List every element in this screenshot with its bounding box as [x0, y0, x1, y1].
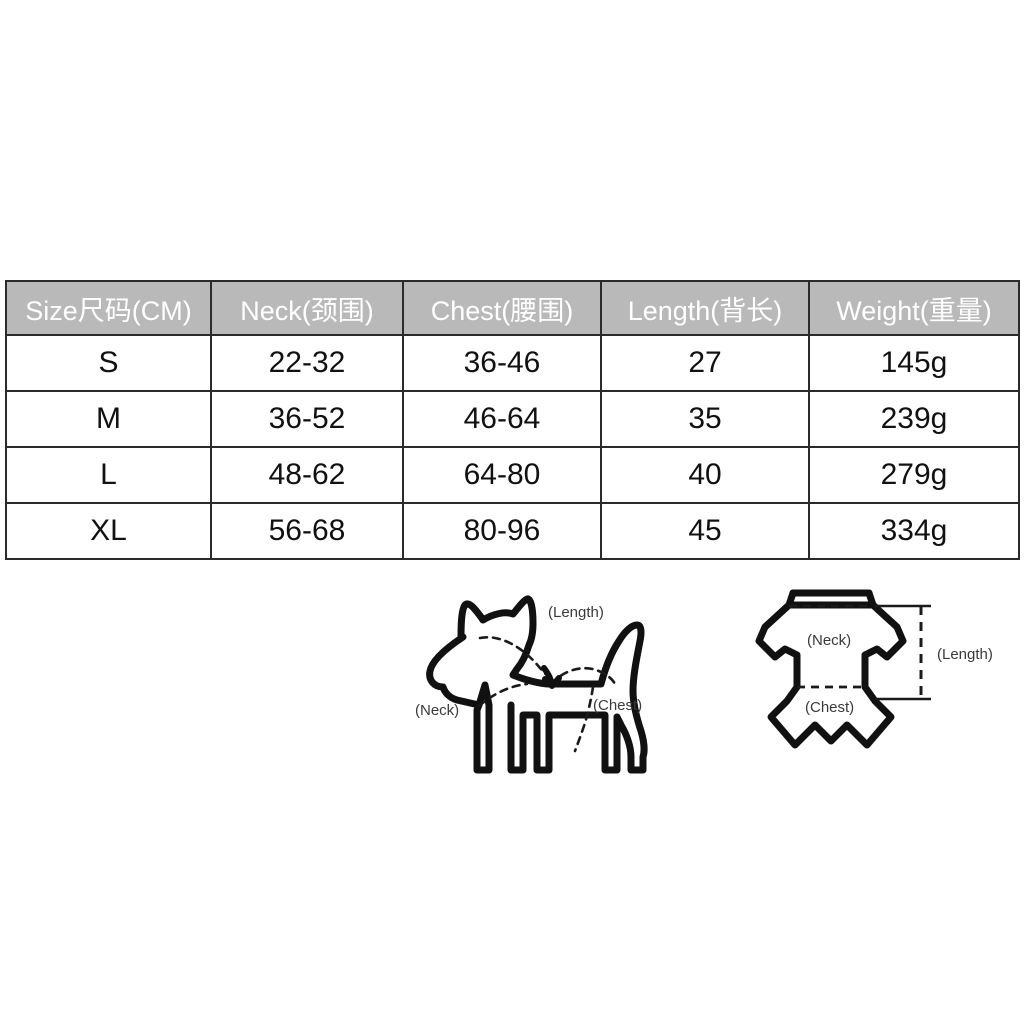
- neck-guide-line: [477, 682, 529, 708]
- table-header-row: Size尺码(CM) Neck(颈围) Chest(腰围) Length(背长)…: [5, 280, 1020, 336]
- dog-outline-icon: [426, 595, 648, 774]
- table-row: S 22-32 36-46 27 145g: [5, 334, 1020, 392]
- table-row: XL 56-68 80-96 45 334g: [5, 502, 1020, 560]
- cell-weight: 334g: [808, 502, 1020, 560]
- chest-guide-line: [573, 685, 595, 753]
- dog-length-label: (Length): [548, 604, 604, 621]
- cell-neck: 36-52: [210, 390, 404, 448]
- cell-length: 40: [600, 446, 810, 504]
- garment-length-label: (Length): [937, 646, 993, 663]
- cell-chest: 36-46: [402, 334, 602, 392]
- length-arrow-icon: [541, 665, 562, 689]
- cell-length: 45: [600, 502, 810, 560]
- table-row: L 48-62 64-80 40 279g: [5, 446, 1020, 504]
- cell-neck: 22-32: [210, 334, 404, 392]
- dog-chest-label: (Chest): [593, 697, 642, 714]
- column-header-neck: Neck(颈围): [210, 280, 404, 336]
- garment-guide-lines: [789, 604, 873, 689]
- length-guide-arc: [549, 667, 617, 686]
- cell-size: XL: [5, 502, 212, 560]
- cell-chest: 46-64: [402, 390, 602, 448]
- garment-neck-label: (Neck): [807, 632, 851, 649]
- garment-measurement-diagram: (Neck) (Chest) (Length): [755, 589, 993, 749]
- table-row: M 36-52 46-64 35 239g: [5, 390, 1020, 448]
- cell-chest: 64-80: [402, 446, 602, 504]
- garment-chest-label: (Chest): [805, 699, 854, 716]
- cell-neck: 56-68: [210, 502, 404, 560]
- cell-size: M: [5, 390, 212, 448]
- cell-weight: 279g: [808, 446, 1020, 504]
- cell-weight: 239g: [808, 390, 1020, 448]
- cell-neck: 48-62: [210, 446, 404, 504]
- cell-length: 27: [600, 334, 810, 392]
- dog-neck-label: (Neck): [415, 702, 459, 719]
- cell-weight: 145g: [808, 334, 1020, 392]
- cell-size: L: [5, 446, 212, 504]
- column-header-length: Length(背长): [600, 280, 810, 336]
- measurement-diagrams: (Length) (Chest) (Neck) (Neck) (Chest) (…: [0, 565, 1024, 815]
- dog-measurement-diagram: (Length) (Chest) (Neck): [415, 595, 648, 774]
- size-chart-table: Size尺码(CM) Neck(颈围) Chest(腰围) Length(背长)…: [5, 280, 1020, 560]
- cell-chest: 80-96: [402, 502, 602, 560]
- column-header-weight: Weight(重量): [808, 280, 1020, 336]
- garment-outline-icon: [755, 589, 907, 749]
- length-dimension-bracket: [875, 604, 931, 701]
- column-header-size: Size尺码(CM): [5, 280, 212, 336]
- cell-size: S: [5, 334, 212, 392]
- cell-length: 35: [600, 390, 810, 448]
- column-header-chest: Chest(腰围): [402, 280, 602, 336]
